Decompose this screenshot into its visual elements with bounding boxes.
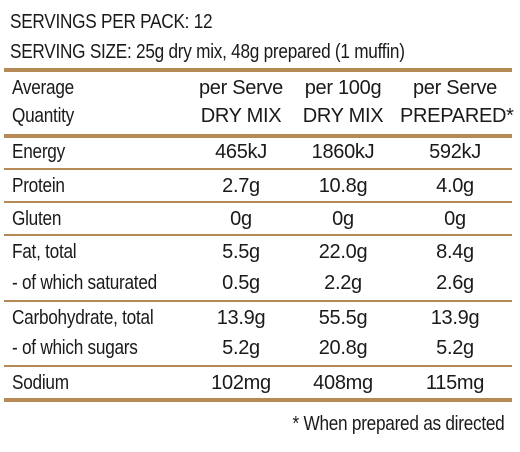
- row-label-carbohydrate: Carbohydrate, total: [12, 307, 154, 329]
- cell-saturated-dry-100g: 2.2g: [324, 272, 362, 294]
- cell-carbohydrate-dry-serve: 13.9g: [216, 307, 266, 329]
- column-header-dry-serve-line2: DRY MIX: [200, 105, 282, 127]
- row-label-sugars: - of which sugars: [12, 337, 138, 359]
- cell-energy-prepared: 592kJ: [429, 141, 481, 163]
- column-header-label-line2: Quantity: [12, 105, 75, 127]
- cell-fat-total-prepared: 8.4g: [436, 241, 474, 263]
- row-rule: [4, 234, 512, 236]
- cell-energy-dry-serve: 465kJ: [215, 141, 267, 163]
- cell-gluten-prepared: 0g: [444, 208, 466, 230]
- row-label-gluten: Gluten: [12, 208, 62, 230]
- servings-per-pack: SERVINGS PER PACK: 12: [10, 11, 213, 33]
- column-header-prepared-line2: PREPARED*: [400, 105, 514, 127]
- footnote: * When prepared as directed: [292, 413, 504, 435]
- row-label-saturated: - of which saturated: [12, 272, 157, 294]
- column-header-dry-100g-line1: per 100g: [304, 77, 382, 99]
- cell-fat-total-dry-serve: 5.5g: [222, 241, 260, 263]
- cell-sugars-dry-100g: 20.8g: [318, 337, 368, 359]
- cell-fat-total-dry-100g: 22.0g: [318, 241, 368, 263]
- cell-sodium-dry-100g: 408mg: [313, 372, 373, 394]
- cell-gluten-dry-serve: 0g: [230, 208, 252, 230]
- serving-size: SERVING SIZE: 25g dry mix, 48g prepared …: [10, 41, 405, 63]
- cell-sugars-prepared: 5.2g: [436, 337, 474, 359]
- column-header-dry-100g-line2: DRY MIX: [302, 105, 384, 127]
- row-label-energy: Energy: [12, 141, 65, 163]
- cell-saturated-prepared: 2.6g: [436, 272, 474, 294]
- header-rule: [4, 68, 512, 72]
- cell-carbohydrate-dry-100g: 55.5g: [318, 307, 368, 329]
- cell-protein-dry-100g: 10.8g: [318, 175, 368, 197]
- cell-sodium-prepared: 115mg: [425, 372, 485, 394]
- column-header-dry-serve-line1: per Serve: [198, 77, 283, 99]
- cell-sugars-dry-serve: 5.2g: [222, 337, 260, 359]
- row-rule: [4, 300, 512, 302]
- row-rule: [4, 168, 512, 170]
- cell-gluten-dry-100g: 0g: [332, 208, 354, 230]
- cell-carbohydrate-prepared: 13.9g: [430, 307, 480, 329]
- column-header-prepared-line1: per Serve: [412, 77, 497, 99]
- row-rule: [4, 365, 512, 367]
- row-label-fat-total: Fat, total: [12, 241, 77, 263]
- cell-sodium-dry-serve: 102mg: [211, 372, 271, 394]
- row-label-sodium: Sodium: [12, 372, 69, 394]
- row-rule: [4, 201, 512, 203]
- column-header-label-line1: Average: [12, 77, 74, 99]
- table-bottom-rule: [4, 398, 512, 402]
- cell-energy-dry-100g: 1860kJ: [311, 141, 375, 163]
- cell-saturated-dry-serve: 0.5g: [222, 272, 260, 294]
- cell-protein-dry-serve: 2.7g: [222, 175, 260, 197]
- column-header-rule: [4, 134, 512, 138]
- row-label-protein: Protein: [12, 175, 65, 197]
- cell-protein-prepared: 4.0g: [436, 175, 474, 197]
